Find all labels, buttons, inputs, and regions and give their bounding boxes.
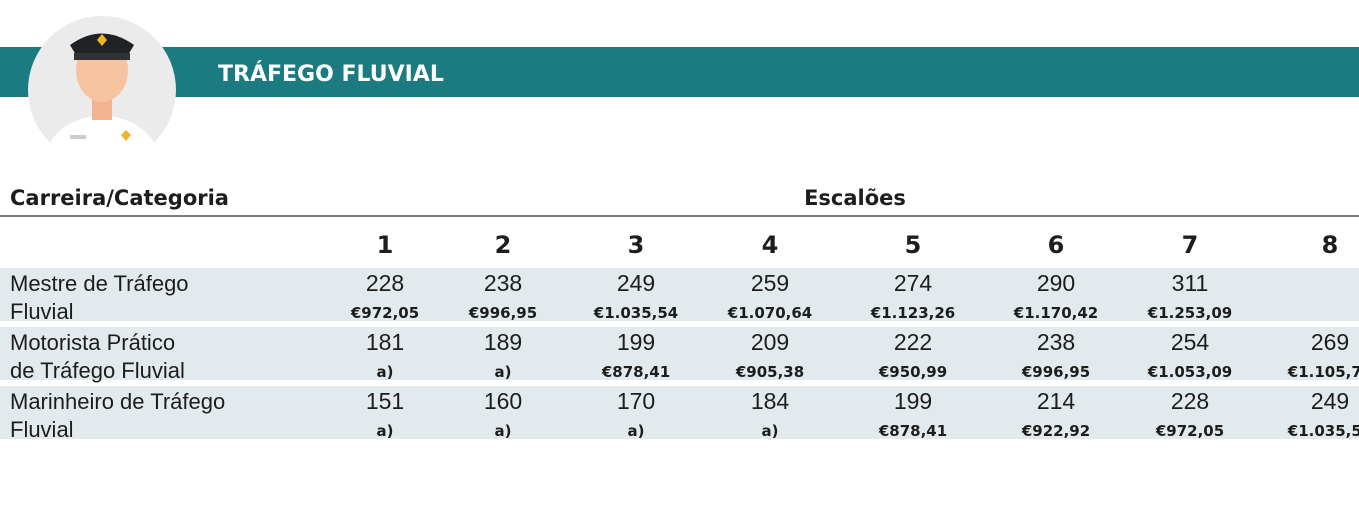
banner <box>0 47 1359 97</box>
row-background <box>0 268 1359 321</box>
salary: €972,05 <box>350 304 419 322</box>
index-value: 274 <box>894 270 933 296</box>
index-value: 214 <box>1037 388 1076 414</box>
index-value: 249 <box>617 270 655 296</box>
salary: a) <box>377 363 394 381</box>
index-value: 209 <box>751 329 789 355</box>
salary: a) <box>495 363 512 381</box>
index-value: 238 <box>1037 329 1075 355</box>
index-value: 222 <box>894 329 932 355</box>
row-name: de Tráfego Fluvial <box>10 358 185 383</box>
index-value: 170 <box>617 388 655 414</box>
salary: €950,99 <box>878 363 947 381</box>
salary: €1.123,26 <box>870 304 955 322</box>
column-header: 7 <box>1182 231 1199 259</box>
row-name: Fluvial <box>10 417 74 442</box>
column-header: 2 <box>495 231 512 259</box>
row-background <box>0 327 1359 380</box>
row-header: Carreira/Categoria <box>10 186 229 210</box>
salary: €1.253,09 <box>1147 304 1232 322</box>
column-header: 5 <box>905 231 922 259</box>
avatar <box>28 16 176 164</box>
salary: €1.170,42 <box>1013 304 1098 322</box>
salary: €1.070,64 <box>727 304 812 322</box>
column-header: 8 <box>1322 231 1339 259</box>
row-name: Fluvial <box>10 299 74 324</box>
index-value: 254 <box>1171 329 1210 355</box>
index-value: 290 <box>1037 270 1075 296</box>
row-name: Mestre de Tráfego <box>10 271 189 296</box>
index-value: 249 <box>1311 388 1349 414</box>
index-value: 238 <box>484 270 522 296</box>
index-value: 259 <box>751 270 789 296</box>
index-value: 269 <box>1311 329 1349 355</box>
salary: a) <box>377 422 394 440</box>
row-background <box>0 386 1359 439</box>
salary: €996,95 <box>468 304 537 322</box>
salary: €922,92 <box>1021 422 1090 440</box>
index-value: 189 <box>484 329 522 355</box>
index-value: 199 <box>894 388 932 414</box>
index-value: 199 <box>617 329 655 355</box>
salary: €996,95 <box>1021 363 1090 381</box>
index-value: 184 <box>751 388 790 414</box>
salary: €972,05 <box>1155 422 1224 440</box>
salary: a) <box>628 422 645 440</box>
row-name: Marinheiro de Tráfego <box>10 389 225 414</box>
column-header: 4 <box>762 231 779 259</box>
salary: €878,41 <box>878 422 947 440</box>
column-header: 3 <box>628 231 645 259</box>
row-name: Motorista Prático <box>10 330 175 355</box>
salary: a) <box>762 422 779 440</box>
index-value: 181 <box>366 329 404 355</box>
column-header: 6 <box>1048 231 1065 259</box>
salary: a) <box>495 422 512 440</box>
index-value: 160 <box>484 388 522 414</box>
index-value: 151 <box>366 388 404 414</box>
salary: €1.035,54 <box>1287 422 1359 440</box>
salary: €1.105,72 <box>1287 363 1359 381</box>
title: TRÁFEGO FLUVIAL <box>218 61 444 87</box>
salary: €1.053,09 <box>1147 363 1232 381</box>
group-header: Escalões <box>804 186 906 210</box>
index-value: 228 <box>1171 388 1209 414</box>
salary: €905,38 <box>735 363 804 381</box>
salary: €878,41 <box>601 363 670 381</box>
salary: €1.035,54 <box>593 304 678 322</box>
index-value: 228 <box>366 270 404 296</box>
column-header: 1 <box>377 231 394 259</box>
index-value: 311 <box>1172 270 1209 296</box>
